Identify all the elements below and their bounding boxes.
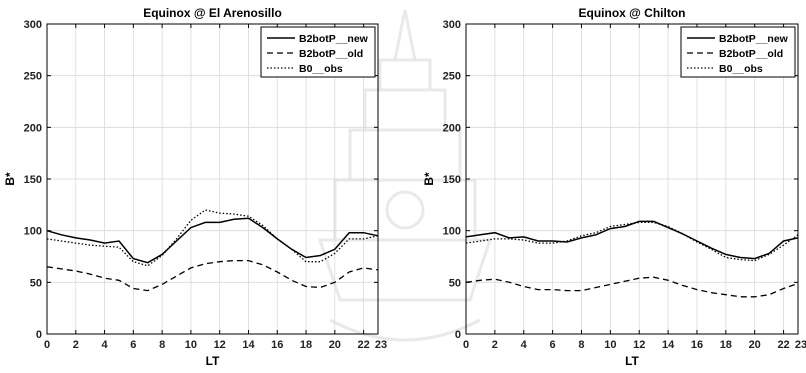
y-tick-label: 250 xyxy=(24,71,42,83)
x-tick-label: 8 xyxy=(159,339,165,351)
y-tick-label: 200 xyxy=(443,122,461,134)
x-tick-label: 4 xyxy=(521,339,528,351)
legend-label: B2botP__old xyxy=(719,48,783,60)
x-tick-label: 22 xyxy=(777,339,789,351)
x-tick-label: 18 xyxy=(720,339,732,351)
x-axis-label: LT xyxy=(206,354,220,368)
x-tick-label: 8 xyxy=(578,339,584,351)
chart-panel-chilton: 0 2 4 6 8 10 12 14 16 18 20 22 23 0 50 100 150 200 250 300 E… xyxy=(422,6,806,368)
y-tick-label: 300 xyxy=(443,19,461,31)
y-axis-label: B* xyxy=(422,172,436,186)
legend-label: B2botP__new xyxy=(719,33,789,45)
y-tick-label: 100 xyxy=(443,226,461,238)
x-tick-label: 6 xyxy=(130,339,136,351)
x-tick-label: 20 xyxy=(749,339,761,351)
legend-box xyxy=(260,26,376,78)
series-line-b2botp-new xyxy=(46,217,379,264)
legend-label: B2botP__new xyxy=(299,33,369,45)
y-axis-label: B* xyxy=(3,172,17,186)
series-line-b2botp-old xyxy=(46,259,379,292)
x-tick-label: 0 xyxy=(463,339,469,351)
y-tick-label: 100 xyxy=(24,226,42,238)
chart-title: Equinox @ Chilton xyxy=(578,6,685,20)
x-tick-label: 12 xyxy=(633,339,645,351)
x-tick-label: 10 xyxy=(604,339,616,351)
y-tick-label: 200 xyxy=(24,122,42,134)
chart-panel-el-arenosillo: 0 2 4 6 8 10 12 14 16 18 20 22 23 0 50 100 150 200 250 300 E… xyxy=(3,6,387,368)
legend-label: B0__obs xyxy=(719,63,763,75)
x-tick-label: 22 xyxy=(357,339,369,351)
x-tick-label: 14 xyxy=(242,339,255,351)
x-tick-label: 0 xyxy=(44,339,50,351)
x-tick-label: 6 xyxy=(550,339,556,351)
legend: B2botP__new B2botP__old B0__obs xyxy=(680,26,796,78)
y-tick-label: 0 xyxy=(36,329,42,341)
x-tick-label: 18 xyxy=(300,339,312,351)
x-tick-label: 16 xyxy=(271,339,283,351)
x-tick-label: 12 xyxy=(214,339,226,351)
y-tick-label: 0 xyxy=(455,329,461,341)
x-tick-label: 14 xyxy=(662,339,675,351)
x-tick-label: 23 xyxy=(795,339,806,351)
y-tick-label: 150 xyxy=(443,174,461,186)
y-tick-label: 150 xyxy=(24,174,42,186)
x-tick-label: 2 xyxy=(492,339,498,351)
series-line-b0-obs xyxy=(465,221,799,262)
legend-box xyxy=(680,26,796,78)
x-tick-label: 2 xyxy=(73,339,79,351)
x-tick-label: 16 xyxy=(691,339,703,351)
x-tick-label: 23 xyxy=(375,339,387,351)
series-line-b0-obs xyxy=(46,209,379,267)
x-tick-label: 10 xyxy=(185,339,197,351)
x-tick-label: 20 xyxy=(329,339,341,351)
chart-title: Equinox @ El Arenosillo xyxy=(143,6,282,20)
legend-label: B0__obs xyxy=(299,63,343,75)
x-axis-label: LT xyxy=(625,354,639,368)
y-tick-label: 250 xyxy=(443,71,461,83)
y-tick-label: 50 xyxy=(449,277,461,289)
y-tick-label: 50 xyxy=(30,277,42,289)
series-line-b2botp-old xyxy=(465,276,799,298)
x-tick-label: 4 xyxy=(102,339,109,351)
legend-label: B2botP__old xyxy=(299,48,363,60)
y-tick-label: 300 xyxy=(24,19,42,31)
legend: B2botP__new B2botP__old B0__obs xyxy=(260,26,376,78)
